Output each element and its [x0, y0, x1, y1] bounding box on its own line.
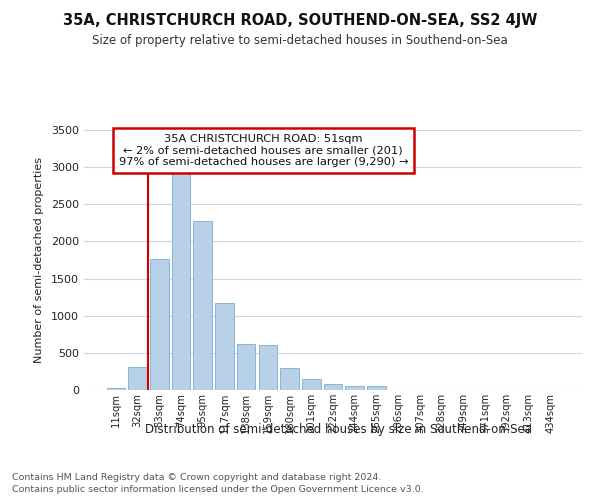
Bar	[259, 346, 277, 390]
Bar	[346, 386, 364, 390]
Bar	[302, 379, 320, 390]
Bar	[280, 368, 299, 390]
Text: Size of property relative to semi-detached houses in Southend-on-Sea: Size of property relative to semi-detach…	[92, 34, 508, 47]
Bar	[107, 388, 125, 390]
Bar	[367, 386, 386, 390]
Text: 35A CHRISTCHURCH ROAD: 51sqm
← 2% of semi-detached houses are smaller (201)
97% : 35A CHRISTCHURCH ROAD: 51sqm ← 2% of sem…	[119, 134, 408, 167]
Bar	[128, 366, 147, 390]
Y-axis label: Number of semi-detached properties: Number of semi-detached properties	[34, 157, 44, 363]
Bar	[215, 303, 233, 390]
Bar	[172, 172, 190, 390]
Text: Distribution of semi-detached houses by size in Southend-on-Sea: Distribution of semi-detached houses by …	[145, 422, 533, 436]
Bar	[324, 384, 342, 390]
Text: 35A, CHRISTCHURCH ROAD, SOUTHEND-ON-SEA, SS2 4JW: 35A, CHRISTCHURCH ROAD, SOUTHEND-ON-SEA,…	[63, 12, 537, 28]
Bar	[150, 258, 169, 390]
Bar	[193, 222, 212, 390]
Text: Contains HM Land Registry data © Crown copyright and database right 2024.: Contains HM Land Registry data © Crown c…	[12, 472, 382, 482]
Bar	[237, 344, 256, 390]
Text: Contains public sector information licensed under the Open Government Licence v3: Contains public sector information licen…	[12, 485, 424, 494]
